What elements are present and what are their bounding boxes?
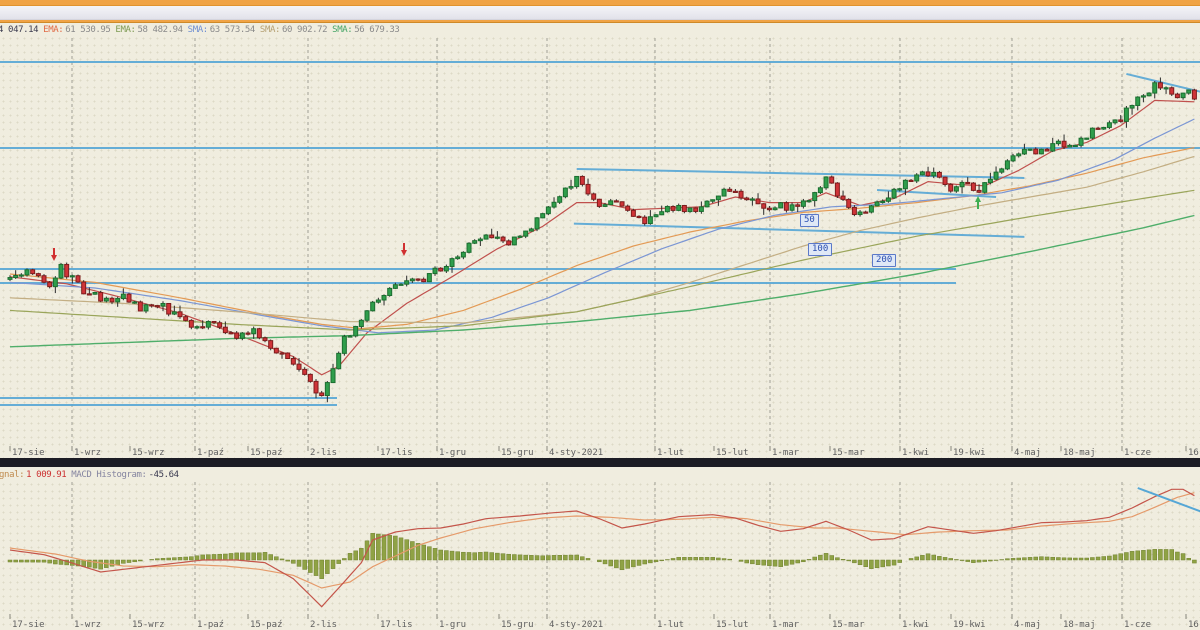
svg-text:1-gru: 1-gru: [439, 448, 466, 458]
svg-text:15-gru: 15-gru: [501, 620, 534, 630]
svg-text:4-sty-2021: 4-sty-2021: [549, 620, 603, 630]
legend-sma1-label: SMA:: [187, 25, 208, 35]
main-price-chart-panel[interactable]: [0, 35, 1200, 458]
candlesticks: [7, 77, 1197, 403]
macd-signal-value: 1 009.91: [26, 470, 67, 480]
panel-separator-bar: [0, 458, 1200, 467]
svg-text:1-wrz: 1-wrz: [74, 448, 101, 458]
svg-text:1-paź: 1-paź: [197, 620, 224, 630]
svg-text:17-lis: 17-lis: [380, 448, 413, 458]
svg-text:1-lut: 1-lut: [657, 620, 684, 630]
x-axis: 17-sie 1-wrz 15-wrz 1-paź 15-paź 2-lis 17-lis 1…: [9, 482, 1200, 630]
down-arrow-icon: [51, 255, 57, 261]
macd-line: [9, 488, 1195, 608]
svg-text:1-mar: 1-mar: [772, 448, 800, 458]
svg-text:1-paź: 1-paź: [197, 448, 224, 458]
ma-line-SMA-50: [9, 118, 1195, 334]
svg-text:17-sie: 17-sie: [12, 448, 45, 458]
svg-text:4-maj: 4-maj: [1014, 620, 1041, 630]
x-axis: 17-sie 1-wrz 15-wrz 1-paź 15-paź 2-lis 17-lis 1…: [9, 38, 1200, 458]
svg-text:15-paź: 15-paź: [250, 448, 283, 458]
legend-sma3-value: 56 679.33: [354, 25, 400, 35]
svg-text:16-cze: 16-cze: [1188, 448, 1200, 458]
legend-ema1-label: EMA:: [43, 25, 64, 35]
svg-text:1-gru: 1-gru: [439, 620, 466, 630]
macd-trendline: [1137, 487, 1200, 513]
svg-text:16-cze: 16-cze: [1188, 620, 1200, 630]
svg-text:2-lis: 2-lis: [310, 620, 337, 630]
svg-text:1-kwi: 1-kwi: [902, 448, 929, 458]
ma-line-SMA-100: [9, 155, 1195, 324]
svg-text:15-wrz: 15-wrz: [132, 448, 165, 458]
ma-period-box-100[interactable]: 100: [808, 243, 833, 256]
window-top-border: [0, 0, 1200, 6]
svg-text:1-lut: 1-lut: [657, 448, 684, 458]
legend-sma3-label: SMA:: [332, 25, 353, 35]
svg-text:4-maj: 4-maj: [1014, 448, 1041, 458]
support-resistance-lines: [0, 61, 1200, 407]
up-arrow-icon: [975, 196, 981, 202]
svg-text:2-lis: 2-lis: [310, 448, 337, 458]
legend-sma2-label: SMA:: [259, 25, 280, 35]
svg-text:15-wrz: 15-wrz: [132, 620, 165, 630]
legend-sma1-value: 63 573.54: [209, 25, 256, 35]
legend-ema2-label: EMA:: [115, 25, 136, 35]
macd-hist-value: -45.64: [148, 470, 180, 480]
toolbar-orange-divider: [0, 20, 1200, 23]
ma-period-box-200[interactable]: 200: [872, 254, 897, 267]
svg-text:15-paź: 15-paź: [250, 620, 283, 630]
legend-ema2-value: 58 482.94: [137, 25, 184, 35]
svg-text:17-sie: 17-sie: [12, 620, 45, 630]
svg-text:1-mar: 1-mar: [772, 620, 800, 630]
legend-close-value: 64 047.14: [0, 25, 39, 35]
macd-panel[interactable]: [0, 481, 1200, 630]
legend-sma2-value: 60 902.72: [282, 25, 328, 35]
event-markers[interactable]: [51, 196, 981, 261]
macd-histogram: [7, 533, 1197, 579]
svg-text:1-cze: 1-cze: [1124, 620, 1151, 630]
window-title-bar: [0, 6, 1200, 20]
svg-text:15-gru: 15-gru: [501, 448, 534, 458]
macd-hist-label: MACD Histogram:: [71, 470, 147, 480]
down-arrow-icon: [401, 250, 407, 256]
macd-legend: Signal:1 009.91 MACD Histogram:-45.64: [0, 470, 184, 480]
ma-line-EMA-slow: [9, 189, 1195, 331]
macd-lines: [9, 487, 1200, 608]
svg-text:1-wrz: 1-wrz: [74, 620, 101, 630]
svg-text:17-lis: 17-lis: [380, 620, 413, 630]
svg-text:4-sty-2021: 4-sty-2021: [549, 448, 603, 458]
svg-text:19-kwi: 19-kwi: [953, 448, 986, 458]
svg-text:15-lut: 15-lut: [716, 620, 749, 630]
signal-line: [9, 492, 1195, 589]
svg-text:1-kwi: 1-kwi: [902, 620, 929, 630]
svg-text:15-lut: 15-lut: [716, 448, 749, 458]
svg-text:18-maj: 18-maj: [1063, 620, 1096, 630]
ma-period-box-50[interactable]: 50: [800, 214, 819, 227]
moving-average-lines: [9, 99, 1195, 376]
legend-ema1-value: 61 530.95: [65, 25, 111, 35]
svg-text:15-mar: 15-mar: [832, 448, 865, 458]
svg-text:1-cze: 1-cze: [1124, 448, 1151, 458]
ma-line-SMA-200: [9, 214, 1195, 348]
svg-text:18-maj: 18-maj: [1063, 448, 1096, 458]
macd-signal-label: Signal:: [0, 470, 25, 480]
svg-text:19-kwi: 19-kwi: [953, 620, 986, 630]
ma-line-EMA: [9, 147, 1195, 330]
svg-text:15-mar: 15-mar: [832, 620, 865, 630]
